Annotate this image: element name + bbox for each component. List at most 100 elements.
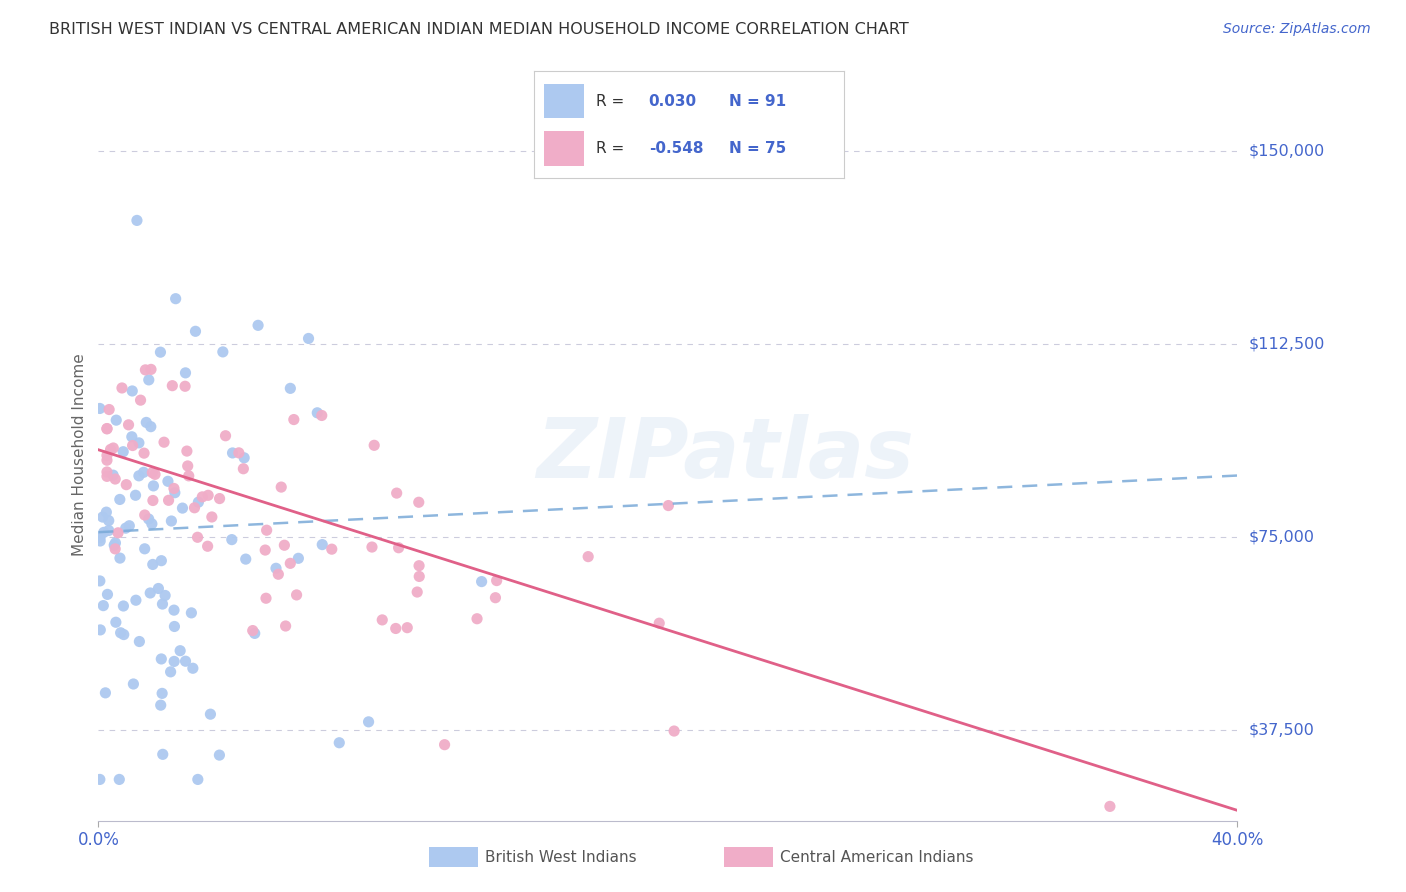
Point — [208, 748, 231, 763]
Point — [142, 493, 165, 508]
Point — [152, 747, 174, 762]
Point — [163, 654, 186, 668]
Point — [408, 558, 430, 573]
Point — [89, 533, 111, 548]
Point — [232, 462, 254, 476]
Point — [169, 643, 191, 657]
Point — [159, 665, 181, 679]
Point — [181, 661, 204, 675]
Point — [134, 541, 156, 556]
Point — [97, 524, 120, 538]
Text: Source: ZipAtlas.com: Source: ZipAtlas.com — [1223, 22, 1371, 37]
Text: $150,000: $150,000 — [1249, 144, 1324, 159]
Point — [465, 612, 488, 626]
Point — [163, 482, 186, 496]
Point — [134, 363, 156, 377]
Point — [408, 495, 430, 509]
Point — [156, 475, 179, 489]
Text: $112,500: $112,500 — [1249, 336, 1324, 351]
Point — [191, 490, 214, 504]
Point — [141, 516, 163, 531]
Point — [153, 589, 176, 603]
Point — [132, 465, 155, 479]
Point — [139, 586, 162, 600]
Point — [208, 491, 231, 506]
Point — [128, 435, 150, 450]
Point — [187, 495, 209, 509]
Text: N = 91: N = 91 — [730, 94, 786, 109]
Point — [242, 624, 264, 638]
Point — [104, 541, 127, 556]
Point — [274, 619, 297, 633]
Point — [107, 525, 129, 540]
Point — [172, 501, 194, 516]
Point — [287, 551, 309, 566]
Point — [89, 574, 111, 588]
Point — [149, 698, 172, 713]
Text: 0.030: 0.030 — [648, 94, 697, 109]
Text: -0.548: -0.548 — [648, 141, 703, 156]
Point — [142, 479, 165, 493]
Point — [297, 331, 319, 345]
FancyBboxPatch shape — [544, 84, 583, 119]
Point — [174, 366, 197, 380]
Point — [112, 444, 135, 458]
Point — [150, 686, 173, 700]
Point — [267, 567, 290, 582]
Point — [221, 533, 243, 547]
Point — [264, 561, 287, 575]
Point — [108, 551, 131, 566]
Point — [321, 542, 343, 557]
Y-axis label: Median Household Income: Median Household Income — [72, 353, 87, 557]
Point — [256, 523, 278, 537]
Point — [150, 652, 173, 666]
Point — [89, 401, 111, 416]
Point — [121, 438, 143, 452]
Point — [162, 378, 184, 392]
Point — [117, 417, 139, 432]
Point — [139, 362, 162, 376]
Point — [124, 488, 146, 502]
Point — [129, 393, 152, 408]
Point — [221, 446, 243, 460]
Point — [211, 344, 233, 359]
Point — [163, 485, 186, 500]
Text: Central American Indians: Central American Indians — [780, 850, 974, 864]
Point — [91, 510, 114, 524]
Text: BRITISH WEST INDIAN VS CENTRAL AMERICAN INDIAN MEDIAN HOUSEHOLD INCOME CORRELATI: BRITISH WEST INDIAN VS CENTRAL AMERICAN … — [49, 22, 908, 37]
Point — [100, 442, 122, 457]
Point — [247, 318, 270, 333]
Point — [187, 530, 209, 544]
Point — [152, 597, 174, 611]
FancyBboxPatch shape — [544, 131, 583, 166]
Point — [177, 458, 200, 473]
Point — [1098, 799, 1121, 814]
Point — [121, 384, 143, 398]
Point — [214, 428, 236, 442]
Point — [128, 468, 150, 483]
Point — [485, 574, 508, 588]
Point — [148, 582, 170, 596]
Point — [98, 402, 121, 417]
Point — [122, 677, 145, 691]
Point — [111, 381, 134, 395]
Point — [233, 450, 256, 465]
Point — [576, 549, 599, 564]
Point — [433, 738, 456, 752]
Point — [187, 772, 209, 787]
Point — [108, 772, 131, 787]
Point — [108, 492, 131, 507]
Text: ZIPatlas: ZIPatlas — [536, 415, 914, 495]
Point — [201, 510, 224, 524]
Point — [176, 444, 198, 458]
Point — [484, 591, 506, 605]
Point — [97, 514, 120, 528]
Point — [165, 292, 187, 306]
Point — [328, 736, 350, 750]
Point — [357, 714, 380, 729]
Text: $75,000: $75,000 — [1249, 530, 1315, 545]
Point — [363, 438, 385, 452]
Point — [396, 621, 419, 635]
Point — [134, 508, 156, 522]
Point — [408, 569, 430, 583]
